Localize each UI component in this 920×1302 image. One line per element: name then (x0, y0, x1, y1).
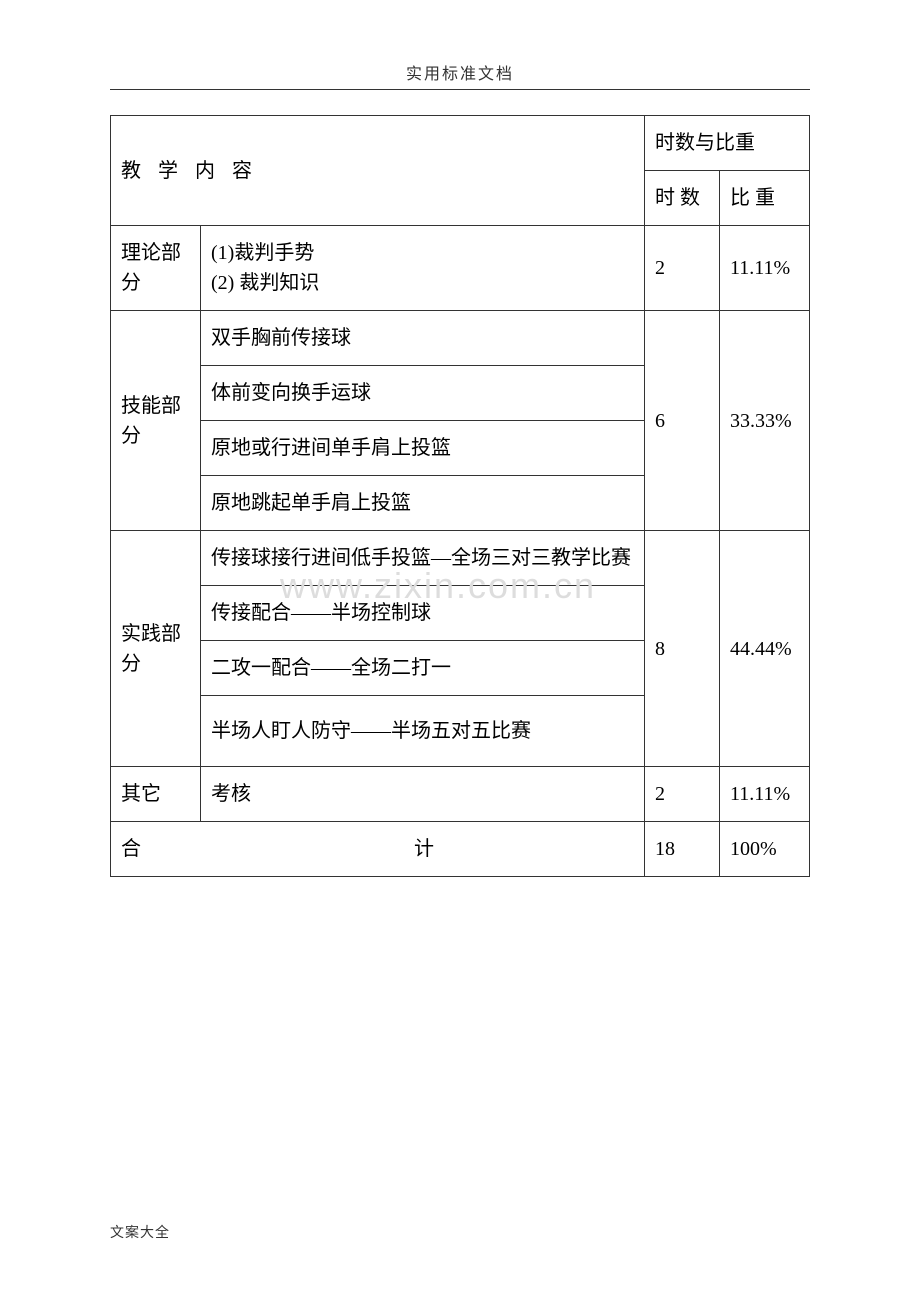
category-cell: 其它 (111, 767, 201, 822)
content-cell: 考核 (201, 767, 645, 822)
hours-cell: 6 (645, 311, 720, 531)
content-cell: 原地或行进间单手肩上投篮 (201, 421, 645, 476)
page-header: 实用标准文档 (110, 60, 810, 84)
weight-cell: 11.11% (720, 226, 810, 311)
total-label: 合 计 (111, 822, 645, 877)
category-cell: 技能部分 (111, 311, 201, 531)
table-row: 其它 考核 2 11.11% (111, 767, 810, 822)
weight-cell: 11.11% (720, 767, 810, 822)
hours-header: 时 数 (645, 171, 720, 226)
hours-cell: 2 (645, 767, 720, 822)
hours-cell: 8 (645, 531, 720, 767)
total-label-start: 合 (121, 834, 141, 864)
content-header: 教 学 内 容 (111, 116, 645, 226)
table-total-row: 合 计 18 100% (111, 822, 810, 877)
content-cell: (1)裁判手势 (2) 裁判知识 (201, 226, 645, 311)
content-cell: 半场人盯人防守——半场五对五比赛 (201, 696, 645, 767)
category-cell: 实践部分 (111, 531, 201, 767)
total-weight: 100% (720, 822, 810, 877)
content-cell: 双手胸前传接球 (201, 311, 645, 366)
total-hours: 18 (645, 822, 720, 877)
page-footer: 文案大全 (110, 1222, 170, 1242)
content-cell: 传接配合——半场控制球 (201, 586, 645, 641)
weight-cell: 44.44% (720, 531, 810, 767)
table-header-row: 教 学 内 容 时数与比重 (111, 116, 810, 171)
table-row: 实践部分 传接球接行进间低手投篮—全场三对三教学比赛 8 44.44% (111, 531, 810, 586)
total-label-end: 计 (414, 834, 434, 864)
header-divider (110, 89, 810, 90)
table-row: 技能部分 双手胸前传接球 6 33.33% (111, 311, 810, 366)
weight-header: 比 重 (720, 171, 810, 226)
hours-cell: 2 (645, 226, 720, 311)
content-cell: 二攻一配合——全场二打一 (201, 641, 645, 696)
category-cell: 理论部分 (111, 226, 201, 311)
hours-weight-header: 时数与比重 (645, 116, 810, 171)
content-cell: 传接球接行进间低手投篮—全场三对三教学比赛 (201, 531, 645, 586)
table-row: 理论部分 (1)裁判手势 (2) 裁判知识 2 11.11% (111, 226, 810, 311)
weight-cell: 33.33% (720, 311, 810, 531)
curriculum-table: 教 学 内 容 时数与比重 时 数 比 重 理论部分 (1)裁判手势 (2) 裁… (110, 115, 810, 877)
content-cell: 体前变向换手运球 (201, 366, 645, 421)
content-cell: 原地跳起单手肩上投篮 (201, 476, 645, 531)
